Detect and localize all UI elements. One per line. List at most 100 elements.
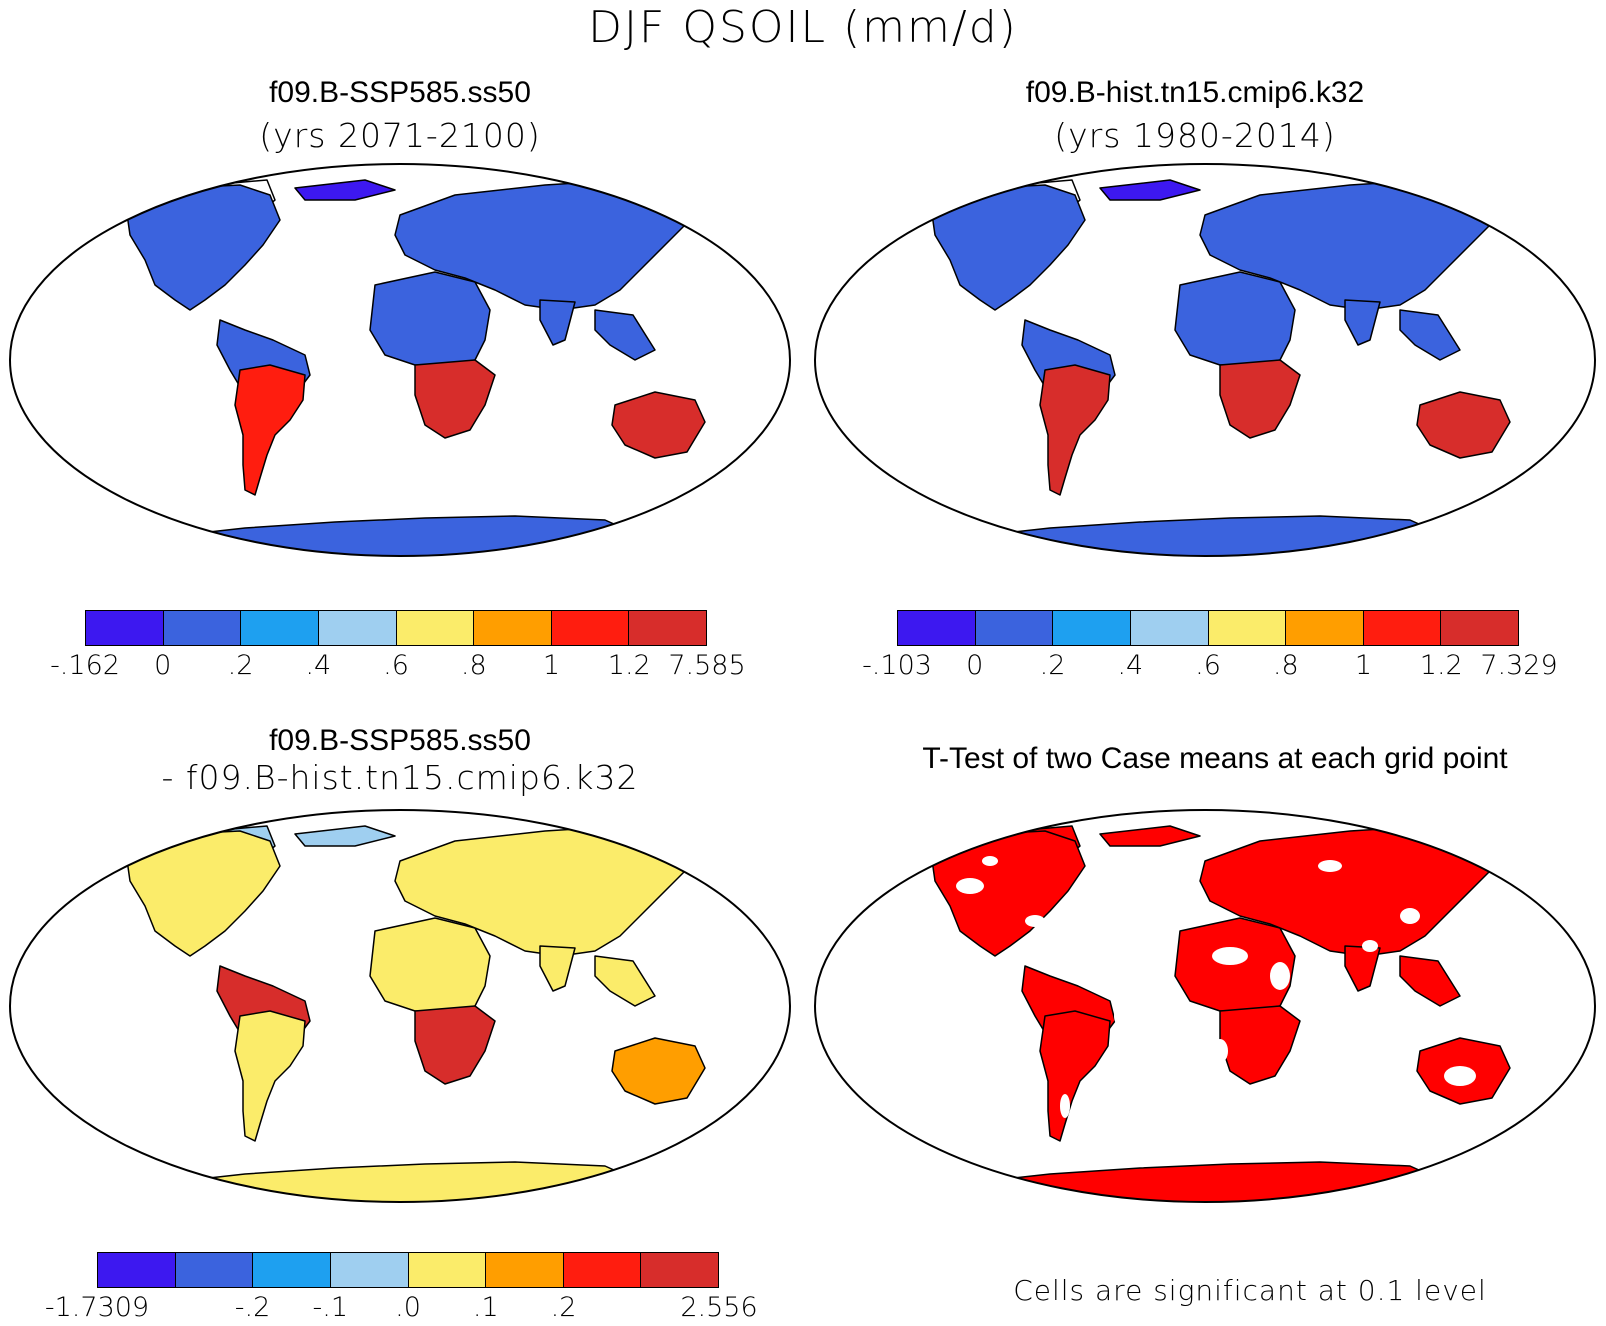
non-significant-cell [1400, 908, 1420, 924]
figure-title: DJF QSOIL (mm/d) [588, 2, 1018, 53]
colorbar-swatch [163, 611, 242, 645]
land-samerica_s [234, 364, 306, 496]
non-significant-cell [1114, 1006, 1126, 1026]
colorbar-swatch [318, 611, 397, 645]
land-australia [1416, 391, 1511, 459]
map-frame [814, 163, 1596, 557]
land-india [539, 299, 576, 346]
land-namerica [124, 184, 281, 311]
colorbar-swatch [408, 1253, 487, 1287]
land-india [1344, 299, 1381, 346]
panel3-subtitle: - f09.B-hist.tn15.cmip6.k32 [161, 758, 639, 797]
colorbar-swatch [1363, 611, 1442, 645]
land-arctic [1099, 825, 1201, 847]
panel2-title: f09.B-hist.tn15.cmip6.k32 [1025, 76, 1365, 109]
non-significant-cell [1025, 915, 1045, 927]
colorbar-swatch [98, 1253, 176, 1287]
land-seasia [594, 955, 656, 1007]
colorbar-swatch [898, 611, 976, 645]
colorbar-swatch [641, 1253, 718, 1287]
land-australia [611, 1037, 706, 1105]
colorbar-swatch [253, 1253, 331, 1287]
colorbar-tick-label: 1 [542, 650, 561, 681]
colorbar-swatch [1208, 611, 1287, 645]
colorbar-tick-label: 2.556 [680, 1292, 758, 1323]
land-seasia [594, 309, 656, 361]
panel3-title: f09.B-SSP585.ss50 [269, 724, 531, 757]
non-significant-cell [1444, 1066, 1476, 1086]
land-namerica [124, 830, 281, 957]
land-seasia [1399, 309, 1461, 361]
panel2-colorbar [897, 610, 1519, 646]
land-arctic [294, 825, 396, 847]
colorbar-tick-label: 1.2 [1419, 650, 1463, 681]
colorbar-swatch [1441, 611, 1518, 645]
colorbar-tick-label: .0 [395, 1292, 421, 1323]
colorbar-tick-label: .1 [472, 1292, 499, 1323]
panel1-colorbar-ticks: -.162 0 .2 .4 .6 .8 1 1.2 7.585 [50, 650, 746, 684]
panel2-map [814, 163, 1596, 557]
non-significant-cell [956, 878, 984, 894]
significance-note: Cells are significant at 0.1 level [1013, 1274, 1487, 1307]
non-significant-cell [1212, 947, 1248, 965]
land-seasia [1399, 955, 1461, 1007]
non-significant-cell [1362, 940, 1378, 952]
land-australia [611, 391, 706, 459]
panel3-colorbar-ticks: -1.7309 -.2 -.1 .0 .1 .2 2.556 [45, 1292, 758, 1326]
colorbar-swatch [241, 611, 319, 645]
land-africa_s [414, 359, 496, 439]
colorbar-tick-label: .6 [383, 650, 409, 681]
colorbar-tick-label: 7.585 [668, 650, 746, 681]
panel3-colorbar [97, 1252, 719, 1288]
colorbar-tick-label: .2 [227, 650, 254, 681]
colorbar-tick-label: -.2 [234, 1292, 271, 1323]
panel1-colorbar [85, 610, 707, 646]
colorbar-swatch [486, 1253, 564, 1287]
colorbar-swatch [975, 611, 1054, 645]
colorbar-tick-label: .4 [1117, 650, 1144, 681]
panel2-colorbar-ticks: -.103 0 .2 .4 .6 .8 1 1.2 7.329 [862, 650, 1558, 684]
land-africa_s [414, 1005, 496, 1085]
land-africa_n [369, 271, 491, 366]
land-namerica [929, 830, 1086, 957]
land-india [539, 945, 576, 992]
colorbar-swatch [330, 1253, 409, 1287]
land-africa_n [369, 917, 491, 1012]
colorbar-swatch [86, 611, 164, 645]
colorbar-tick-label: .2 [550, 1292, 577, 1323]
land-samerica_s [1039, 364, 1111, 496]
land-arctic [294, 179, 396, 201]
colorbar-swatch [1286, 611, 1364, 645]
non-significant-cell [1212, 1039, 1228, 1063]
colorbar-swatch [563, 1253, 642, 1287]
colorbar-swatch [629, 611, 706, 645]
non-significant-cell [1270, 962, 1290, 990]
colorbar-tick-label: .2 [1039, 650, 1066, 681]
colorbar-tick-label: .8 [1272, 650, 1299, 681]
map-frame [9, 809, 791, 1203]
land-africa_s [1219, 359, 1301, 439]
colorbar-tick-label: 1.2 [607, 650, 651, 681]
panel3-map [9, 809, 791, 1203]
panel1-subtitle: (yrs 2071-2100) [259, 116, 541, 155]
colorbar-tick-label: -.103 [862, 650, 932, 681]
colorbar-tick-label: -.1 [312, 1292, 349, 1323]
colorbar-swatch [474, 611, 552, 645]
colorbar-swatch [1053, 611, 1131, 645]
colorbar-swatch [551, 611, 630, 645]
colorbar-tick-label: 7.329 [1480, 650, 1558, 681]
land-arctic [1099, 179, 1201, 201]
panel4-title: T-Test of two Case means at each grid po… [922, 742, 1508, 775]
panel2-subtitle: (yrs 1980-2014) [1054, 116, 1336, 155]
map-frame [9, 163, 791, 557]
colorbar-tick-label: 1 [1354, 650, 1373, 681]
non-significant-cell [1318, 860, 1342, 872]
colorbar-tick-label: -1.7309 [44, 1292, 150, 1323]
non-significant-cell [982, 856, 998, 866]
panel1-map [9, 163, 791, 557]
colorbar-tick-label: .8 [460, 650, 487, 681]
map-frame [814, 809, 1596, 1203]
panel4-map [814, 809, 1596, 1203]
colorbar-tick-label: -.162 [50, 650, 120, 681]
colorbar-tick-label: .6 [1195, 650, 1221, 681]
